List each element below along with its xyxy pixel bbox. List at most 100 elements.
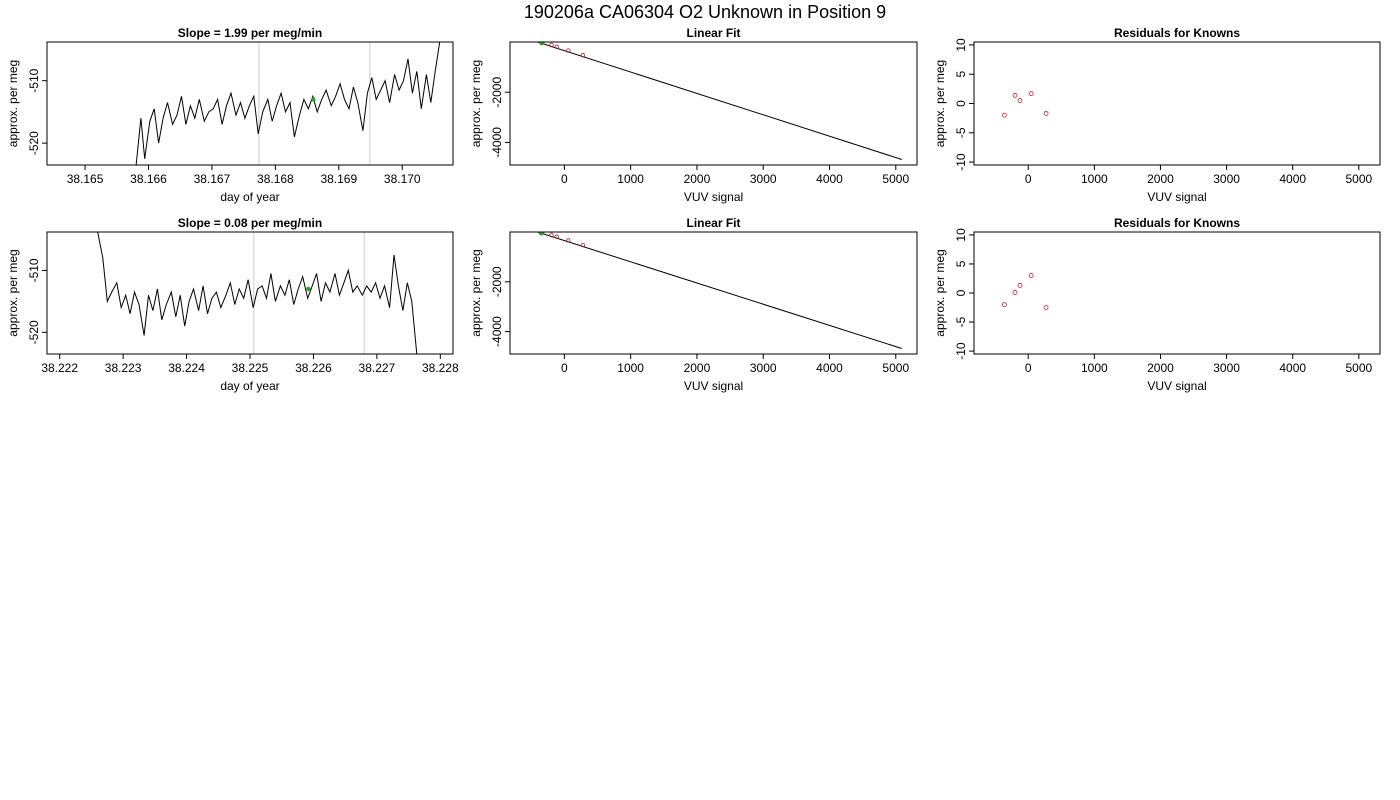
highlight-point	[306, 286, 311, 292]
y-tick-label: -10	[954, 342, 968, 360]
y-axis-label: approx. per meg	[933, 249, 947, 336]
residual-point	[1012, 92, 1018, 98]
chart-panel-2: Linear Fit 0 1000 2000 3000 4000 5000 -4000 -200…	[469, 26, 918, 204]
x-axis-label: VUV signal	[1147, 190, 1206, 204]
panel-data-layer	[97, 232, 418, 354]
plot-frame	[509, 231, 918, 355]
y-tick-label: -4000	[490, 316, 504, 347]
known-point	[580, 242, 586, 248]
series-line	[97, 232, 418, 354]
residual-point	[1043, 111, 1049, 116]
y-tick-label: 10	[954, 38, 968, 52]
known-point	[566, 48, 571, 53]
x-tick-label: 38.166	[130, 172, 167, 186]
x-tick-label: 3000	[750, 361, 777, 375]
y-axis-label: approx. per meg	[6, 249, 20, 336]
known-point	[580, 52, 586, 58]
x-tick-label: 1000	[1081, 172, 1108, 186]
y-tick-label: -5	[954, 316, 968, 327]
panel-data-layer	[535, 42, 902, 160]
x-tick-label: 5000	[882, 361, 909, 375]
x-tick-label: 1000	[1081, 361, 1108, 375]
x-tick-label: 38.227	[359, 361, 396, 375]
fit-line	[535, 42, 902, 160]
known-point	[554, 44, 559, 49]
x-tick-label: 38.225	[232, 361, 269, 375]
residual-point	[1002, 112, 1007, 118]
x-tick-label: 0	[1025, 172, 1032, 186]
x-tick-label: 4000	[1279, 361, 1306, 375]
known-point	[566, 238, 571, 243]
y-tick-label: -510	[27, 258, 41, 282]
x-tick-label: 38.168	[257, 172, 294, 186]
x-tick-label: 38.169	[320, 172, 357, 186]
residual-point	[1017, 283, 1023, 288]
known-point	[554, 234, 559, 239]
known-point	[549, 232, 554, 238]
panel-title: Linear Fit	[686, 216, 740, 230]
panel-title: Residuals for Knowns	[1114, 26, 1240, 40]
panel-data-layer	[1002, 91, 1049, 118]
x-tick-label: 38.228	[422, 361, 459, 375]
residual-point	[1043, 305, 1049, 310]
panel-title: Slope = 1.99 per meg/min	[178, 26, 322, 40]
x-tick-label: 0	[561, 361, 568, 375]
plot-frame	[509, 41, 918, 166]
y-tick-label: -4000	[490, 127, 504, 158]
x-tick-label: 38.170	[384, 172, 421, 186]
x-tick-label: 1000	[617, 361, 644, 375]
panel-data-layer	[135, 42, 441, 165]
x-tick-label: 0	[1025, 361, 1032, 375]
y-tick-label: -2000	[490, 77, 504, 108]
x-tick-label: 3000	[750, 172, 777, 186]
x-tick-label: 38.222	[41, 361, 78, 375]
plot-frame	[973, 231, 1381, 355]
y-tick-label: 5	[954, 71, 968, 78]
x-tick-label: 4000	[1279, 172, 1306, 186]
y-axis-label: approx. per meg	[933, 60, 947, 147]
x-axis-label: day of year	[220, 379, 279, 393]
x-tick-label: 2000	[1147, 361, 1174, 375]
x-tick-label: 4000	[816, 172, 843, 186]
y-tick-label: -10	[954, 153, 968, 171]
figure-title: 190206a CA06304 O2 Unknown in Position 9	[524, 2, 886, 22]
y-tick-label: 10	[954, 228, 968, 242]
residual-point	[1028, 91, 1034, 96]
x-tick-label: 5000	[1345, 172, 1372, 186]
residual-point	[1028, 273, 1034, 278]
y-axis-label: approx. per meg	[469, 249, 483, 336]
panel-data-layer	[1002, 273, 1049, 310]
x-tick-label: 3000	[1213, 361, 1240, 375]
y-tick-label: 0	[954, 289, 968, 296]
x-axis-label: day of year	[220, 190, 279, 204]
known-point	[549, 42, 554, 48]
unknown-point	[539, 42, 545, 46]
chart-panel-6: Residuals for Knowns 0 1000 2000 3000 4000 500…	[933, 216, 1381, 393]
plot-frame	[973, 41, 1381, 166]
x-tick-label: 0	[561, 172, 568, 186]
series-line	[135, 42, 441, 165]
residual-point	[1017, 98, 1023, 103]
plot-frame	[46, 41, 454, 166]
panel-title: Residuals for Knowns	[1114, 216, 1240, 230]
y-tick-label: 0	[954, 100, 968, 107]
x-tick-label: 5000	[1345, 361, 1372, 375]
y-tick-label: -510	[27, 68, 41, 92]
x-tick-label: 2000	[684, 361, 711, 375]
x-tick-label: 38.167	[194, 172, 231, 186]
x-tick-label: 2000	[684, 172, 711, 186]
x-tick-label: 2000	[1147, 172, 1174, 186]
x-axis-label: VUV signal	[684, 379, 743, 393]
x-tick-label: 3000	[1213, 172, 1240, 186]
x-tick-label: 38.224	[168, 361, 205, 375]
panel-title: Linear Fit	[686, 26, 740, 40]
unknown-point	[538, 232, 545, 236]
x-tick-label: 1000	[617, 172, 644, 186]
y-tick-label: -520	[27, 131, 41, 155]
fit-line	[535, 232, 902, 349]
residual-point	[1002, 302, 1007, 308]
y-tick-label: -2000	[490, 266, 504, 297]
panel-title: Slope = 0.08 per meg/min	[178, 216, 322, 230]
